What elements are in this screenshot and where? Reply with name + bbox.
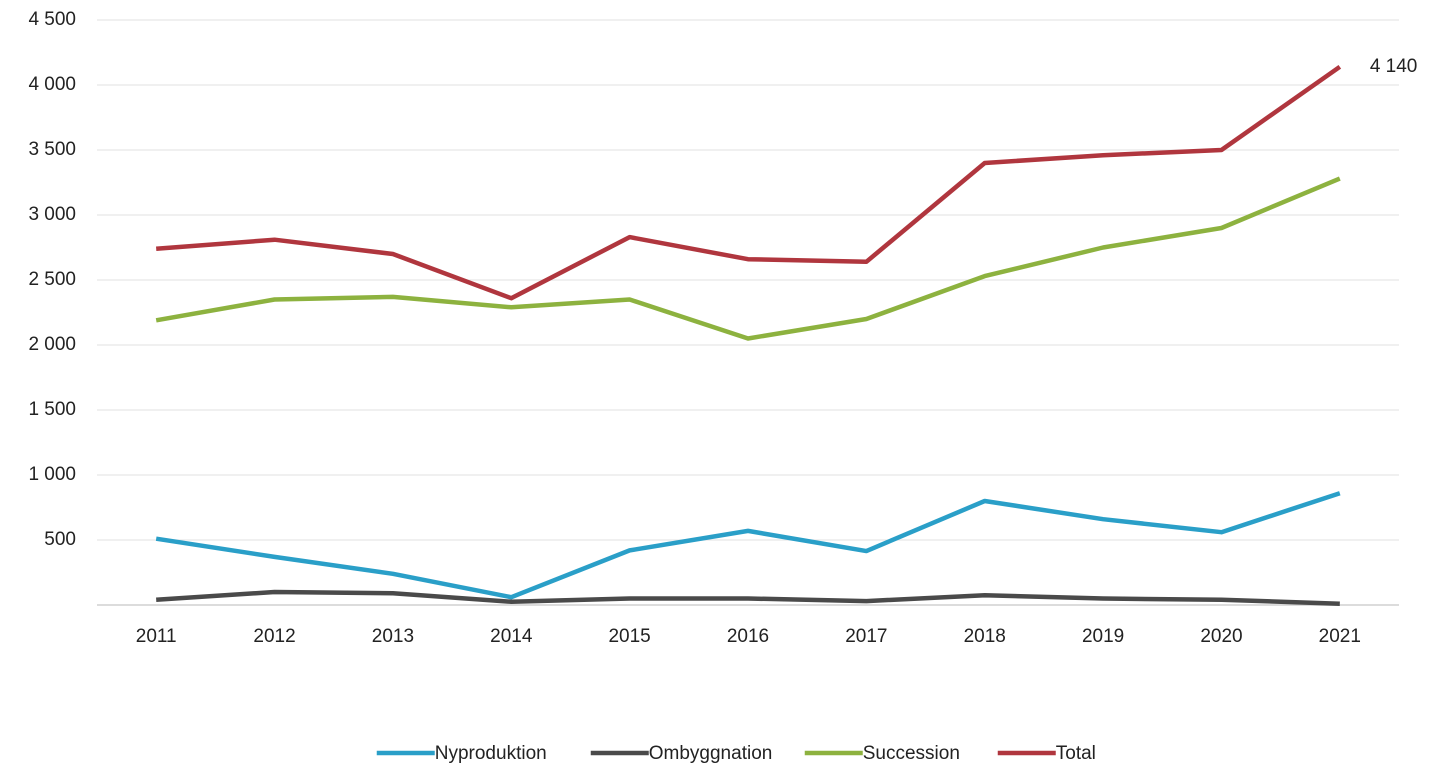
x-tick-label: 2014 xyxy=(490,626,533,647)
y-tick-label: 4 500 xyxy=(28,9,76,30)
x-tick-label: 2020 xyxy=(1200,626,1242,647)
x-tick-label: 2017 xyxy=(845,626,887,647)
x-tick-label: 2012 xyxy=(253,626,295,647)
y-tick-label: 4 000 xyxy=(28,74,76,95)
legend-label: Nyproduktion xyxy=(435,743,547,764)
series-line xyxy=(155,176,1341,341)
legend-label: Succession xyxy=(863,743,960,764)
x-tick-label: 2019 xyxy=(1082,626,1124,647)
data-label: 4 140 xyxy=(1370,56,1418,77)
x-tick-label: 2018 xyxy=(964,626,1006,647)
x-tick-label: 2015 xyxy=(608,626,650,647)
y-tick-label: 1 000 xyxy=(28,464,76,485)
series-line xyxy=(156,64,1342,301)
x-tick-label: 2021 xyxy=(1319,626,1361,647)
y-tick-label: 2 000 xyxy=(28,334,76,355)
legend-label: Total xyxy=(1056,743,1096,764)
x-tick-label: 2011 xyxy=(136,626,177,647)
x-tick-label: 2013 xyxy=(372,626,414,647)
x-tick-label: 2016 xyxy=(727,626,769,647)
y-tick-label: 1 500 xyxy=(28,399,76,420)
y-tick-label: 500 xyxy=(44,529,76,550)
y-tick-label: 3 500 xyxy=(28,139,76,160)
legend-label: Ombyggnation xyxy=(649,743,773,764)
y-tick-label: 3 000 xyxy=(28,204,76,225)
series-line xyxy=(156,589,1340,606)
series-line xyxy=(155,491,1341,600)
y-tick-label: 2 500 xyxy=(28,269,76,290)
